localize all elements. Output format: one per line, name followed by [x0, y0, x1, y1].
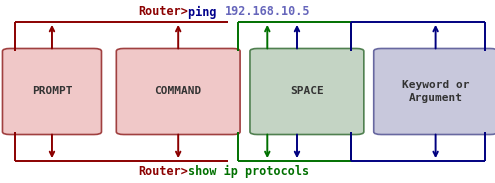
FancyBboxPatch shape — [116, 48, 240, 135]
Text: show ip protocols: show ip protocols — [188, 164, 309, 178]
Text: PROMPT: PROMPT — [32, 87, 72, 96]
Text: Router>: Router> — [138, 5, 188, 18]
FancyBboxPatch shape — [2, 48, 101, 135]
FancyBboxPatch shape — [374, 48, 495, 135]
Text: 192.168.10.5: 192.168.10.5 — [225, 5, 311, 18]
FancyBboxPatch shape — [250, 48, 364, 135]
Text: COMMAND: COMMAND — [154, 87, 202, 96]
Text: ping: ping — [188, 5, 224, 19]
Text: SPACE: SPACE — [290, 87, 324, 96]
Text: Keyword or
Argument: Keyword or Argument — [402, 80, 469, 103]
Text: Router>: Router> — [138, 165, 188, 178]
